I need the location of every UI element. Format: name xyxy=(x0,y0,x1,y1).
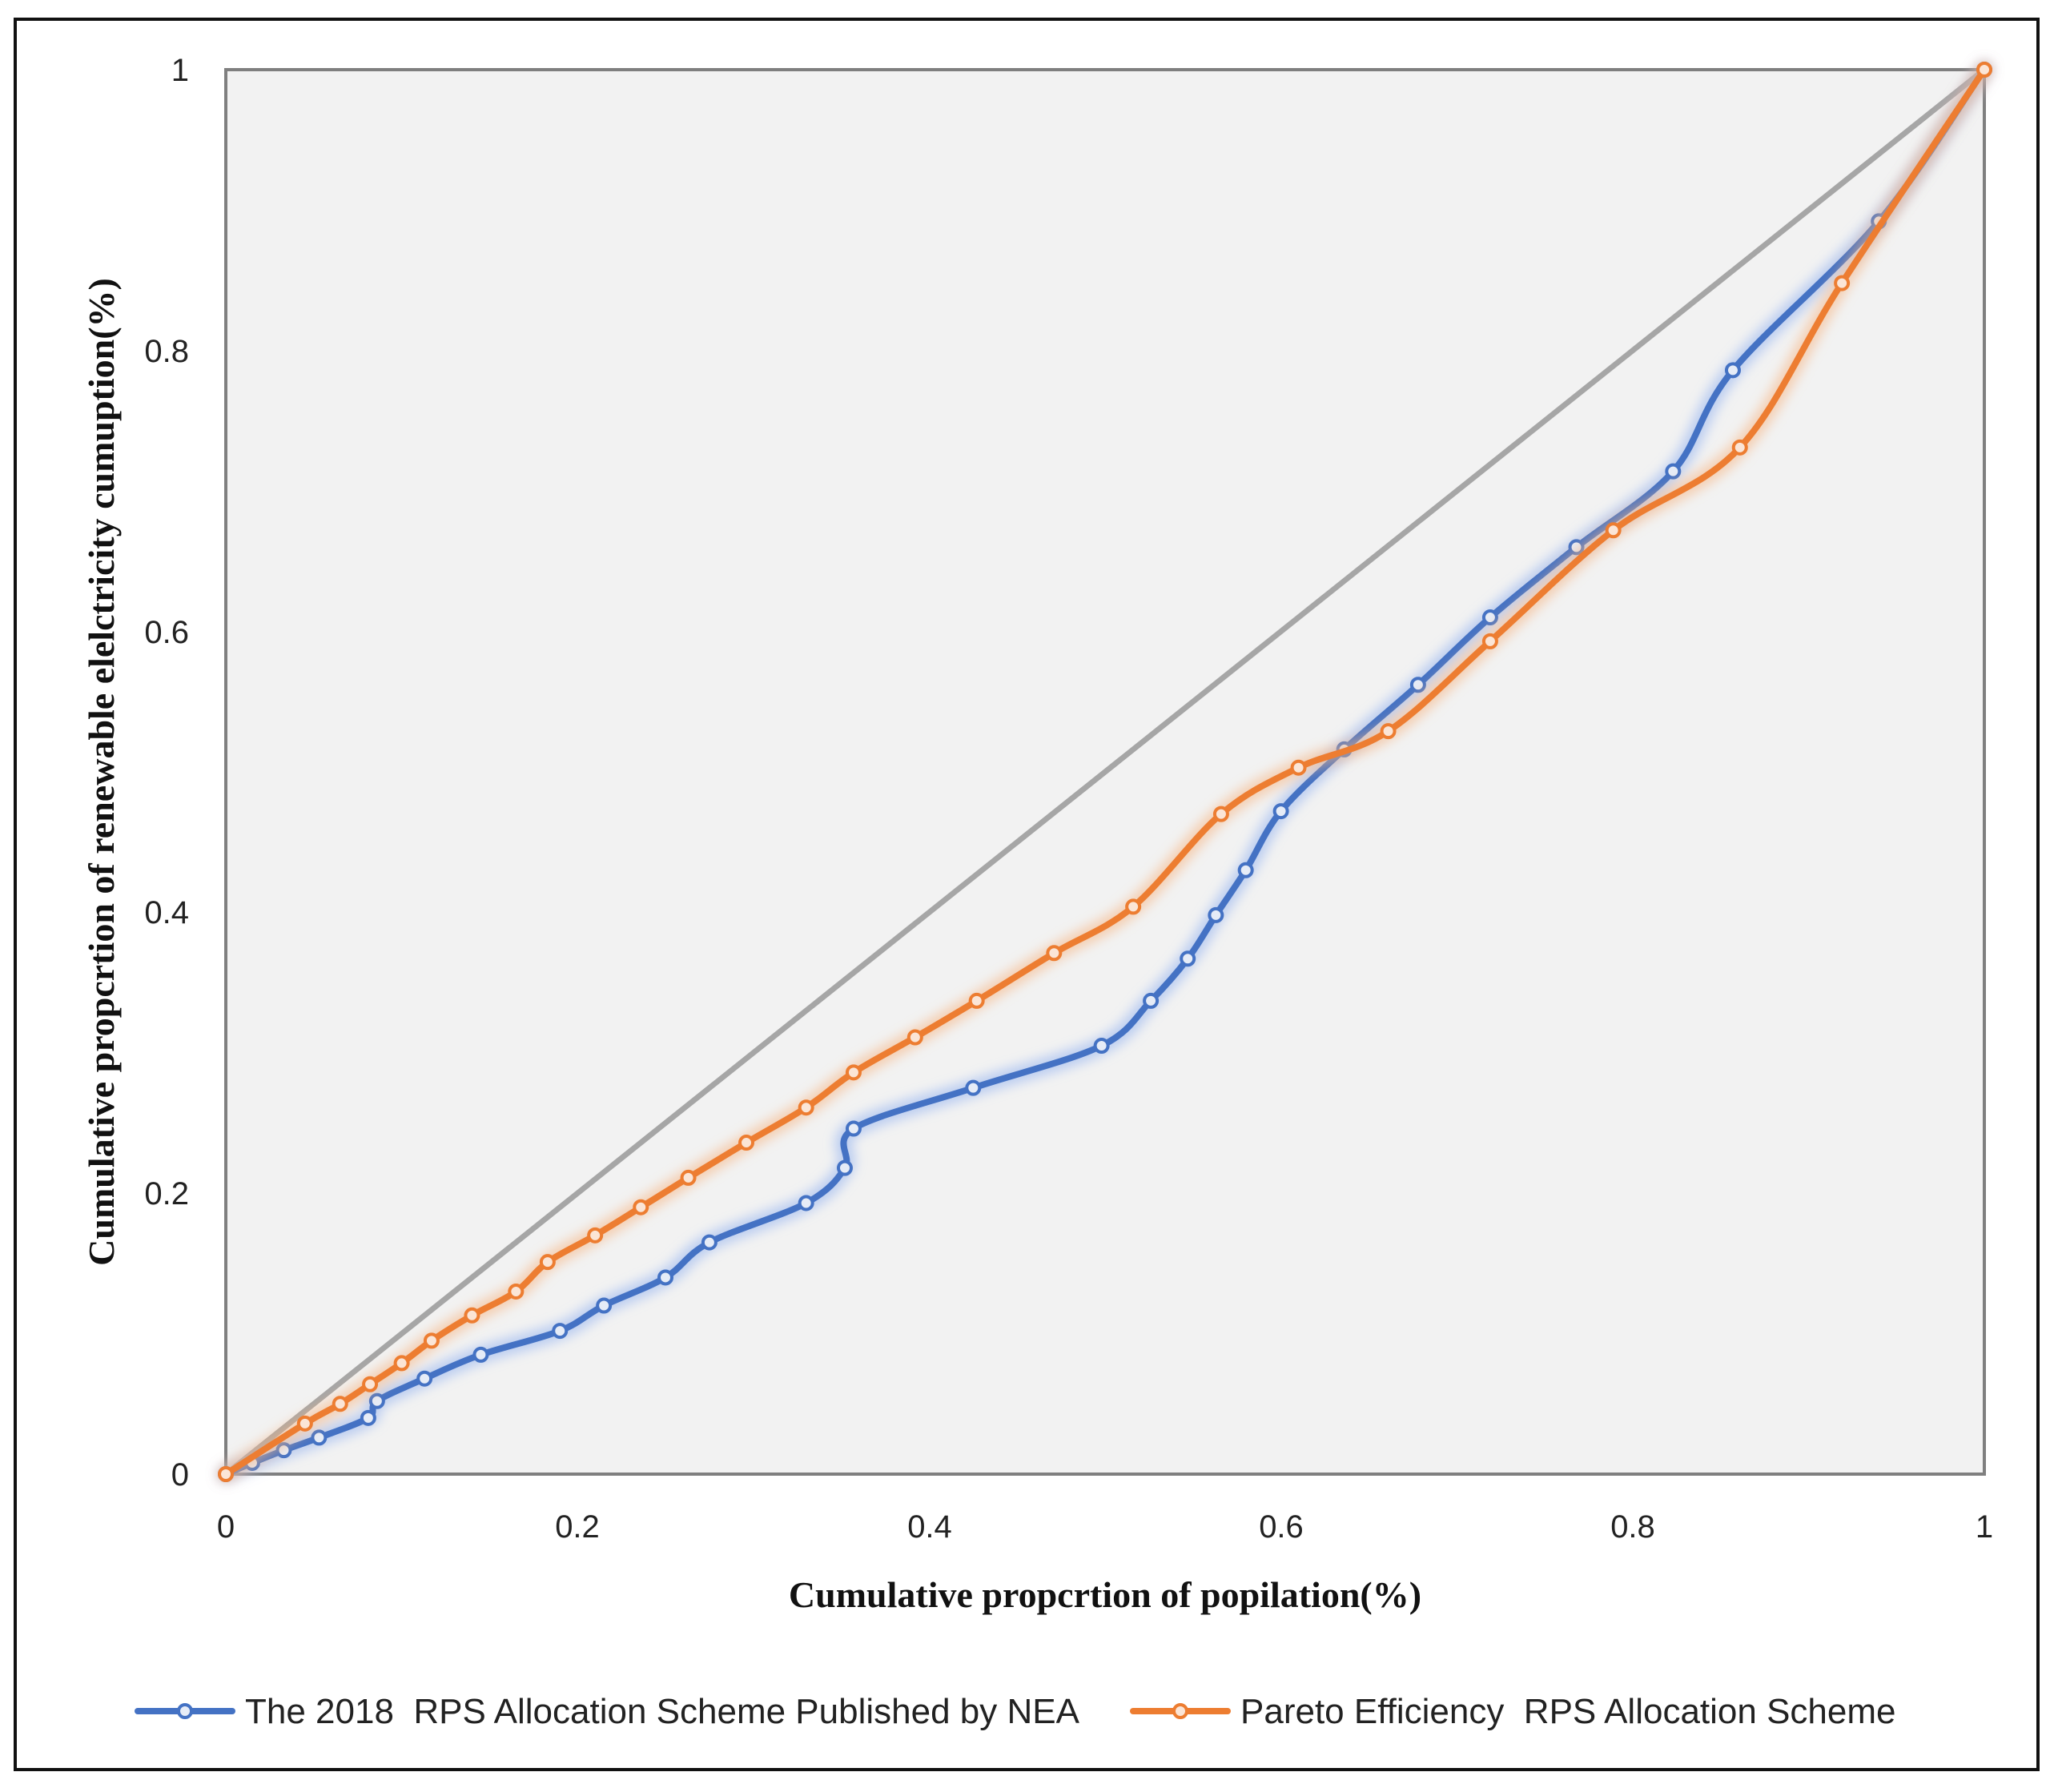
data-point-nea xyxy=(1481,609,1498,626)
data-point-pareto xyxy=(423,1332,440,1349)
data-point-nea xyxy=(1272,803,1289,820)
data-point-pareto xyxy=(1605,522,1622,539)
data-point-nea xyxy=(657,1269,673,1286)
equality-line xyxy=(223,66,1988,1477)
data-point-pareto xyxy=(798,1099,814,1116)
data-point-nea xyxy=(368,1392,385,1409)
data-point-nea xyxy=(798,1195,814,1211)
legend-label-pareto: Pareto Efficiency RPS Allocation Scheme xyxy=(1240,1692,1896,1731)
data-point-nea xyxy=(1665,463,1682,480)
data-point-nea xyxy=(1093,1038,1110,1055)
x-tick-label: 0 xyxy=(217,1509,235,1545)
data-point-nea xyxy=(1208,906,1224,923)
x-axis-ticks: 0 0.2 0.4 0.6 0.8 1 xyxy=(217,1509,1993,1545)
data-point-nea xyxy=(1143,992,1160,1009)
data-point-nea xyxy=(552,1323,569,1340)
data-point-pareto xyxy=(393,1355,410,1372)
legend-marker-pareto xyxy=(1172,1703,1188,1719)
data-point-pareto xyxy=(1731,439,1748,456)
data-point-nea xyxy=(836,1159,853,1176)
x-tick-label: 0.8 xyxy=(1610,1509,1655,1545)
legend-label-nea: The 2018 RPS Allocation Scheme Published… xyxy=(245,1692,1080,1731)
data-point-pareto xyxy=(218,1466,234,1482)
y-tick-label: 0.2 xyxy=(144,1176,189,1211)
x-tick-label: 0.2 xyxy=(555,1509,600,1545)
data-point-pareto xyxy=(1046,945,1063,962)
data-point-nea xyxy=(360,1409,376,1426)
y-tick-label: 0.6 xyxy=(144,615,189,650)
data-point-pareto xyxy=(633,1199,649,1215)
data-point-nea xyxy=(1237,862,1254,878)
legend-item-nea[interactable]: The 2018 RPS Allocation Scheme Published… xyxy=(135,1692,1080,1731)
data-point-pareto xyxy=(296,1415,313,1432)
equality-line-group xyxy=(223,66,1988,1477)
data-point-nea xyxy=(311,1429,328,1446)
data-point-nea xyxy=(596,1297,613,1314)
x-tick-label: 0.4 xyxy=(907,1509,952,1545)
data-point-nea xyxy=(1724,362,1741,379)
data-point-nea xyxy=(1409,677,1426,693)
data-point-nea xyxy=(416,1370,433,1387)
data-point-pareto xyxy=(362,1376,379,1392)
x-tick-label: 0.6 xyxy=(1259,1509,1304,1545)
y-axis-title: Cumulative propcrtion of renewable elelc… xyxy=(81,278,122,1266)
data-point-nea xyxy=(701,1234,717,1251)
data-point-nea xyxy=(472,1346,489,1363)
legend-marker-nea xyxy=(177,1703,193,1719)
y-tick-label: 1 xyxy=(171,53,189,88)
data-point-pareto xyxy=(968,992,985,1009)
data-point-pareto xyxy=(906,1029,923,1046)
data-point-pareto xyxy=(1976,62,1992,78)
series-pareto xyxy=(217,61,1993,1483)
data-point-pareto xyxy=(1290,759,1307,776)
data-point-pareto xyxy=(680,1169,697,1186)
data-point-nea xyxy=(1180,950,1196,967)
data-point-nea xyxy=(845,1120,862,1137)
data-point-pareto xyxy=(587,1227,604,1244)
data-point-pareto xyxy=(539,1254,556,1271)
x-axis-title: Cumulative propcrtion of popilation(%) xyxy=(789,1574,1421,1615)
data-point-pareto xyxy=(508,1283,525,1300)
data-point-pareto xyxy=(845,1064,862,1081)
x-tick-label: 1 xyxy=(1976,1509,1993,1545)
y-tick-label: 0.8 xyxy=(144,334,189,369)
series-group xyxy=(217,61,1993,1483)
data-point-pareto xyxy=(738,1135,755,1151)
legend-item-pareto[interactable]: Pareto Efficiency RPS Allocation Scheme xyxy=(1130,1692,1896,1731)
y-axis-ticks: 0 0.2 0.4 0.6 0.8 1 xyxy=(144,53,189,1493)
data-point-pareto xyxy=(1481,633,1498,649)
data-point-pareto xyxy=(1834,275,1851,291)
legend[interactable]: The 2018 RPS Allocation Scheme Published… xyxy=(135,1692,1896,1731)
data-point-nea xyxy=(965,1079,982,1096)
data-point-pareto xyxy=(1380,723,1397,740)
y-tick-label: 0 xyxy=(171,1457,189,1493)
data-point-pareto xyxy=(1125,898,1142,915)
data-point-pareto xyxy=(464,1307,480,1324)
data-point-pareto xyxy=(1212,806,1229,822)
y-tick-label: 0.4 xyxy=(144,895,189,930)
data-point-pareto xyxy=(332,1396,348,1412)
